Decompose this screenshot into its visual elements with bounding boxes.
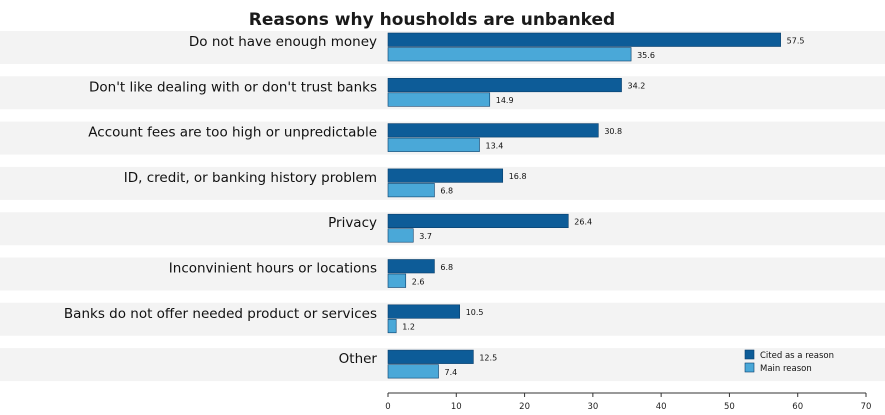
bar-value-label: 6.8: [440, 187, 453, 196]
x-tick-label: 60: [792, 402, 803, 412]
category-label: ID, credit, or banking history problem: [124, 170, 377, 186]
bar-main: [387, 92, 491, 107]
legend-swatch: [744, 349, 755, 360]
row-band: [0, 257, 885, 291]
bar-main: [387, 228, 414, 243]
bar-cited: [387, 304, 460, 319]
x-tick-label: 0: [385, 402, 390, 412]
bars: [387, 32, 781, 379]
chart-title: Reasons why housholds are unbanked: [249, 10, 615, 30]
bar-main: [387, 273, 407, 288]
category-label: Banks do not offer needed product or ser…: [64, 306, 377, 322]
bar-main: [387, 183, 435, 198]
category-labels: Do not have enough money Don't like deali…: [64, 34, 378, 367]
category-label: Other: [339, 351, 378, 367]
bar-value-label: 26.4: [574, 217, 592, 226]
bar-value-label: 57.5: [787, 36, 805, 45]
x-tick-label: 40: [656, 402, 667, 412]
category-label: Don't like dealing with or don't trust b…: [89, 79, 377, 95]
bar-value-label: 35.6: [637, 51, 655, 60]
bar-value-label: 7.4: [445, 368, 458, 377]
legend-label: Cited as a reason: [760, 351, 834, 361]
x-tick-label: 20: [519, 402, 530, 412]
x-tick-label: 70: [861, 402, 872, 412]
legend-swatch: [744, 362, 755, 373]
bar-value-label: 1.2: [402, 323, 415, 332]
category-label: Account fees are too high or unpredictab…: [88, 125, 377, 141]
bar-main: [387, 137, 480, 152]
bar-main: [387, 364, 439, 379]
bar-cited: [387, 213, 569, 228]
bar-value-label: 10.5: [466, 308, 484, 317]
bar-value-label: 2.6: [412, 277, 425, 286]
bar-value-label: 13.4: [486, 141, 504, 150]
bar-value-label: 3.7: [419, 232, 432, 241]
legend: Cited as a reason Main reason: [744, 349, 834, 374]
bar-cited: [387, 349, 474, 364]
value-labels: 57.5 35.6 34.2 14.9 30.8 13.4 16.8 6.8 26.4 3.7 6.…: [402, 36, 804, 377]
x-tick-label: 50: [724, 402, 735, 412]
bar-value-label: 12.5: [479, 353, 497, 362]
bar-value-label: 6.8: [440, 263, 453, 272]
category-label: Privacy: [328, 215, 377, 231]
bar-value-label: 34.2: [628, 82, 646, 91]
bar-cited: [387, 123, 599, 138]
bar-cited: [387, 168, 504, 183]
x-axis: 0 10 20 30 40 50 60 70: [385, 392, 872, 412]
bar-value-label: 30.8: [604, 127, 622, 136]
category-label: Inconvinient hours or locations: [169, 261, 377, 277]
bar-value-label: 16.8: [509, 172, 527, 181]
bar-value-label: 14.9: [496, 96, 514, 105]
bar-main: [387, 318, 397, 334]
x-tick-label: 30: [587, 402, 598, 412]
legend-label: Main reason: [760, 364, 812, 374]
bar-cited: [387, 78, 622, 93]
category-label: Do not have enough money: [189, 34, 377, 50]
bar-main: [387, 47, 632, 62]
bar-cited: [387, 259, 435, 274]
x-tick-label: 10: [451, 402, 462, 412]
bar-cited: [387, 32, 781, 47]
